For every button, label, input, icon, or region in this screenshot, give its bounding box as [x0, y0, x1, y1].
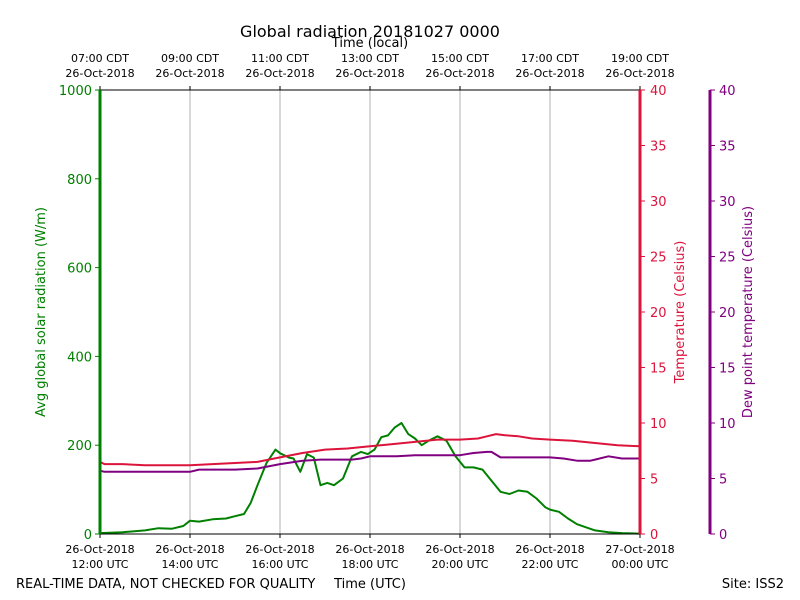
top-tick-label-time: 07:00 CDT [71, 52, 129, 65]
x-tick-label-date: 26-Oct-2018 [155, 543, 224, 556]
top-tick-label-time: 09:00 CDT [161, 52, 219, 65]
x-tick-label-time: 16:00 UTC [251, 558, 308, 571]
top-tick-label-time: 15:00 CDT [431, 52, 489, 65]
top-tick-label-time: 17:00 CDT [521, 52, 579, 65]
temperature-axis-label: Temperature (Celsius) [673, 241, 688, 385]
top-tick-label-date: 26-Oct-2018 [335, 67, 404, 80]
radiation-tick-label: 200 [67, 439, 92, 454]
axis-ticks: 26-Oct-2018 12:00 UTC 07:00 CDT 26-Oct-2018… [59, 52, 736, 571]
chart-title: Global radiation 20181027 0000 [240, 22, 500, 41]
x-tick-label-time: 12:00 UTC [71, 558, 128, 571]
dewpoint-tick-label: 30 [719, 195, 736, 210]
grid-lines [189, 90, 551, 534]
radiation-tick-label: 800 [67, 173, 92, 188]
temperature-tick-label: 10 [650, 417, 667, 432]
dewpoint-tick-label: 0 [719, 528, 727, 543]
radiation-tick-label: 600 [67, 262, 92, 277]
dewpoint-axis-label: Dew point temperature (Celsius) [741, 206, 756, 418]
x-tick-label-date: 26-Oct-2018 [245, 543, 314, 556]
x-tick-label-time: 14:00 UTC [161, 558, 218, 571]
dewpoint-tick-label: 25 [719, 251, 736, 266]
top-axis-label: Time (local) [331, 36, 408, 51]
top-tick-label-time: 11:00 CDT [251, 52, 309, 65]
site-label: Site: ISS2 [722, 577, 784, 592]
dewpoint-tick-label: 35 [719, 140, 736, 155]
temperature-tick-label: 0 [650, 528, 658, 543]
top-tick-label-date: 26-Oct-2018 [245, 67, 314, 80]
radiation-tick-label: 400 [67, 350, 92, 365]
temperature-tick-label: 15 [650, 362, 667, 377]
top-tick-label-date: 26-Oct-2018 [605, 67, 674, 80]
temperature-tick-label: 20 [650, 306, 667, 321]
series-lines [99, 422, 641, 535]
temperature-series-line [99, 433, 641, 467]
top-tick-label-date: 26-Oct-2018 [65, 67, 134, 80]
top-tick-label-date: 26-Oct-2018 [425, 67, 494, 80]
x-tick-label-date: 26-Oct-2018 [515, 543, 584, 556]
x-tick-label-time: 22:00 UTC [521, 558, 578, 571]
temperature-tick-label: 40 [650, 84, 667, 99]
x-tick-label-time: 20:00 UTC [431, 558, 488, 571]
dewpoint-tick-label: 15 [719, 362, 736, 377]
x-tick-label-time: 00:00 UTC [611, 558, 668, 571]
temperature-tick-label: 35 [650, 140, 667, 155]
top-tick-label-date: 26-Oct-2018 [515, 67, 584, 80]
radiation-axis-label: Avg global solar radiation (W/m) [34, 207, 49, 417]
x-tick-label-date: 26-Oct-2018 [425, 543, 494, 556]
radiation-series-line [99, 422, 641, 535]
dewpoint-tick-label: 40 [719, 84, 736, 99]
dewpoint-tick-label: 5 [719, 473, 727, 488]
top-tick-label-time: 19:00 CDT [611, 52, 669, 65]
dewpoint-series-line [99, 450, 640, 473]
x-tick-label-time: 18:00 UTC [341, 558, 398, 571]
radiation-tick-label: 0 [84, 528, 92, 543]
radiation-tick-label: 1000 [59, 84, 92, 99]
top-tick-label-date: 26-Oct-2018 [155, 67, 224, 80]
dewpoint-tick-label: 10 [719, 417, 736, 432]
x-tick-label-date: 27-Oct-2018 [605, 543, 674, 556]
dewpoint-tick-label: 20 [719, 306, 736, 321]
top-tick-label-time: 13:00 CDT [341, 52, 399, 65]
x-axis-label: Time (UTC) [333, 577, 406, 592]
temperature-tick-label: 5 [650, 473, 658, 488]
quality-disclaimer: REAL-TIME DATA, NOT CHECKED FOR QUALITY [16, 577, 315, 592]
temperature-tick-label: 25 [650, 251, 667, 266]
x-tick-label-date: 26-Oct-2018 [65, 543, 134, 556]
temperature-tick-label: 30 [650, 195, 667, 210]
x-tick-label-date: 26-Oct-2018 [335, 543, 404, 556]
